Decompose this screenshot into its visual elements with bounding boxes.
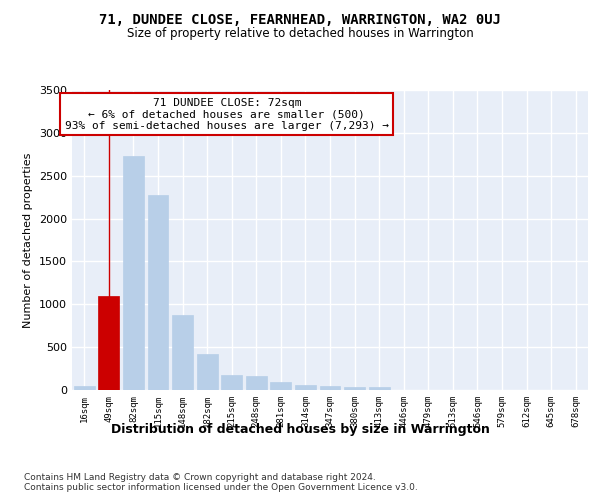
Bar [271, 382, 292, 390]
Bar [368, 388, 389, 390]
Text: Contains HM Land Registry data © Crown copyright and database right 2024.: Contains HM Land Registry data © Crown c… [24, 472, 376, 482]
Bar [172, 316, 193, 390]
Bar [197, 354, 218, 390]
Y-axis label: Number of detached properties: Number of detached properties [23, 152, 34, 328]
Text: Contains public sector information licensed under the Open Government Licence v3: Contains public sector information licen… [24, 484, 418, 492]
Bar [246, 376, 267, 390]
Text: 71, DUNDEE CLOSE, FEARNHEAD, WARRINGTON, WA2 0UJ: 71, DUNDEE CLOSE, FEARNHEAD, WARRINGTON,… [99, 12, 501, 26]
Bar [295, 385, 316, 390]
Bar [344, 386, 365, 390]
Bar [221, 376, 242, 390]
Text: Size of property relative to detached houses in Warrington: Size of property relative to detached ho… [127, 28, 473, 40]
Bar [74, 386, 95, 390]
Bar [148, 196, 169, 390]
Text: 71 DUNDEE CLOSE: 72sqm
← 6% of detached houses are smaller (500)
93% of semi-det: 71 DUNDEE CLOSE: 72sqm ← 6% of detached … [65, 98, 389, 130]
Text: Distribution of detached houses by size in Warrington: Distribution of detached houses by size … [110, 422, 490, 436]
Bar [98, 296, 119, 390]
Bar [123, 156, 144, 390]
Bar [320, 386, 340, 390]
